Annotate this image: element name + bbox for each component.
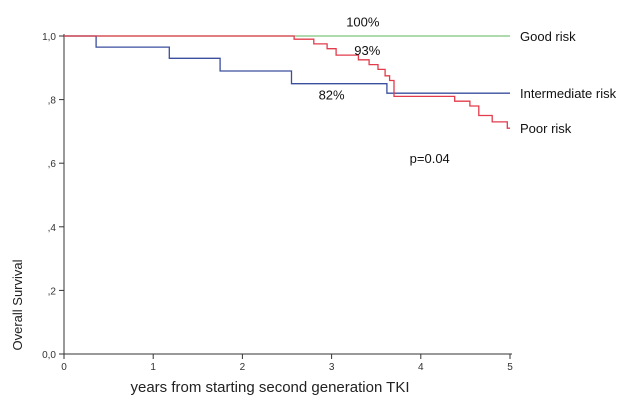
annotation-1: 100% bbox=[346, 14, 380, 29]
x-axis-title: years from starting second generation TK… bbox=[130, 379, 409, 396]
series-label-3: Poor risk bbox=[520, 121, 572, 136]
annotation-3: 82% bbox=[319, 88, 345, 103]
x-tick-label: 1 bbox=[150, 362, 156, 373]
y-tick-label: 0,0 bbox=[42, 350, 56, 361]
x-tick-label: 2 bbox=[240, 362, 246, 373]
y-tick-label: ,4 bbox=[48, 223, 57, 234]
annotation-2: 93% bbox=[354, 43, 380, 58]
axes: 0,0 ,2 ,4 ,6 ,8 1,0 0 1 2 3 4 5 bbox=[42, 32, 513, 373]
series-line-3 bbox=[64, 35, 510, 129]
x-tick-label: 0 bbox=[61, 362, 67, 373]
y-tick-label: ,8 bbox=[48, 96, 57, 107]
x-tick-label: 5 bbox=[507, 362, 513, 373]
series-line-2 bbox=[64, 35, 510, 94]
y-tick-label: ,6 bbox=[48, 159, 57, 170]
x-tick-label: 3 bbox=[329, 362, 335, 373]
x-tick-label: 4 bbox=[418, 362, 424, 373]
chart-labels: Good risk Intermediate risk Poor risk 100% 9… bbox=[319, 14, 617, 166]
annotation-4: p=0.04 bbox=[410, 151, 450, 166]
series-lines bbox=[64, 35, 510, 129]
y-axis-title: Overall Survival bbox=[10, 259, 25, 350]
series-label-1: Good risk bbox=[520, 29, 576, 44]
y-tick-label: ,2 bbox=[48, 286, 57, 297]
y-tick-label: 1,0 bbox=[42, 32, 56, 43]
series-label-2: Intermediate risk bbox=[520, 86, 617, 101]
